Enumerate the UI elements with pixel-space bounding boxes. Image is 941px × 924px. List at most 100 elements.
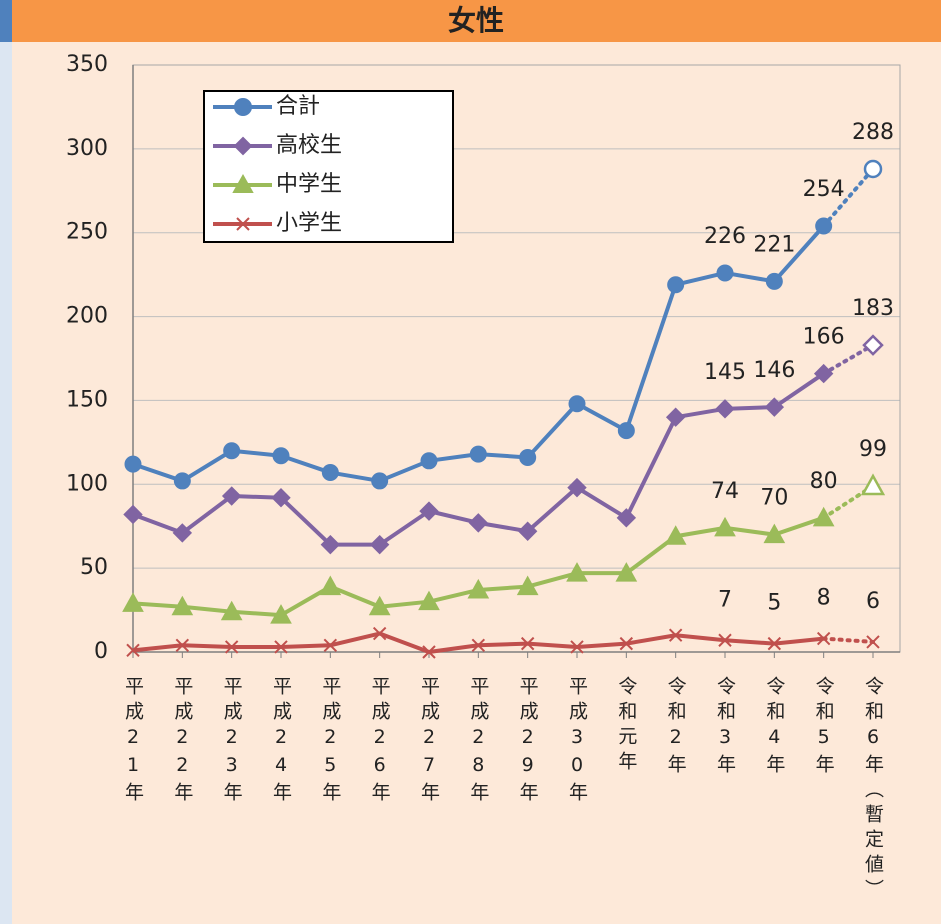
marker xyxy=(419,501,439,521)
marker xyxy=(467,578,490,599)
marker xyxy=(319,575,342,596)
marker xyxy=(321,464,339,482)
marker xyxy=(224,640,239,654)
marker xyxy=(668,628,683,642)
x-tick-label: 平成27年 xyxy=(418,676,440,807)
marker xyxy=(221,486,242,506)
data-label: 221 xyxy=(753,232,795,257)
x-tick-label: 令和4年 xyxy=(763,676,785,779)
marker xyxy=(615,562,638,582)
marker xyxy=(866,635,880,649)
y-tick-label: 100 xyxy=(66,471,108,496)
y-tick-label: 0 xyxy=(94,639,108,664)
header-bar xyxy=(0,0,941,42)
marker xyxy=(468,513,489,533)
x-tick-label: 令和元年 xyxy=(615,676,637,776)
y-tick-label: 250 xyxy=(66,220,108,245)
marker xyxy=(368,595,391,616)
legend-box xyxy=(203,90,454,243)
marker xyxy=(271,487,291,508)
marker xyxy=(371,472,389,490)
y-tick-label: 200 xyxy=(66,304,108,329)
marker xyxy=(570,640,584,654)
marker xyxy=(420,452,438,470)
marker xyxy=(175,638,190,652)
x-tick-label: 平成25年 xyxy=(319,676,341,807)
marker xyxy=(173,472,191,490)
marker xyxy=(714,516,736,537)
marker xyxy=(667,276,685,294)
marker xyxy=(126,643,140,658)
data-label: 70 xyxy=(760,486,788,511)
marker xyxy=(665,407,686,427)
data-label: 8 xyxy=(817,586,831,611)
data-label: 6 xyxy=(866,589,880,614)
x-tick-label: 平成28年 xyxy=(467,676,489,807)
provisional-line xyxy=(821,166,875,229)
legend-marker xyxy=(234,98,253,116)
marker xyxy=(469,445,487,463)
header-accent xyxy=(0,0,12,42)
x-tick-label: 平成26年 xyxy=(369,676,391,807)
marker xyxy=(860,473,886,496)
x-tick-label: 平成24年 xyxy=(270,676,292,807)
marker xyxy=(616,508,637,528)
marker xyxy=(223,442,241,460)
legend-label: 小学生 xyxy=(276,211,342,236)
marker xyxy=(320,534,341,555)
marker xyxy=(270,604,292,624)
marker xyxy=(664,525,687,545)
marker xyxy=(517,521,538,541)
provisional-line xyxy=(821,343,875,376)
data-label: 5 xyxy=(767,591,781,616)
x-tick-label: 平成22年 xyxy=(171,676,193,807)
marker xyxy=(763,523,786,544)
data-label: 226 xyxy=(704,224,746,249)
legend-marker xyxy=(236,217,250,231)
marker xyxy=(619,636,634,651)
data-label: 254 xyxy=(803,177,845,202)
marker xyxy=(566,562,588,582)
marker xyxy=(172,523,193,543)
data-label: 145 xyxy=(704,360,746,385)
marker xyxy=(862,334,884,356)
x-tick-label: 平成21年 xyxy=(122,676,144,807)
data-label: 7 xyxy=(718,587,732,612)
marker xyxy=(418,590,440,611)
marker xyxy=(520,636,535,651)
marker xyxy=(863,159,883,179)
x-tick-label: 令和5年 xyxy=(813,676,835,779)
side-strip xyxy=(0,42,12,924)
marker xyxy=(272,447,290,465)
x-tick-label: 令和6年（暫定値） xyxy=(862,676,884,904)
legend-marker xyxy=(233,136,253,156)
data-label: 288 xyxy=(852,120,894,145)
x-tick-label: 平成23年 xyxy=(221,676,243,807)
marker xyxy=(718,633,732,647)
marker xyxy=(171,595,194,616)
legend-label: 中学生 xyxy=(276,172,342,197)
marker xyxy=(220,600,243,621)
marker xyxy=(567,477,587,498)
x-tick-label: 平成29年 xyxy=(517,676,539,807)
marker xyxy=(812,506,835,527)
x-tick-label: 平成30年 xyxy=(566,676,588,807)
y-tick-label: 300 xyxy=(66,136,108,161)
marker xyxy=(617,422,635,440)
data-label: 99 xyxy=(859,437,887,462)
y-tick-label: 150 xyxy=(66,387,108,412)
data-label: 80 xyxy=(810,469,838,494)
marker xyxy=(369,534,390,555)
marker xyxy=(519,448,537,466)
marker xyxy=(815,217,833,235)
y-tick-label: 350 xyxy=(66,52,108,77)
marker xyxy=(568,395,586,413)
marker xyxy=(516,575,539,596)
marker xyxy=(816,631,831,646)
data-label: 183 xyxy=(852,296,894,321)
marker xyxy=(323,638,338,652)
marker xyxy=(123,504,143,525)
legend-label: 高校生 xyxy=(276,133,342,158)
